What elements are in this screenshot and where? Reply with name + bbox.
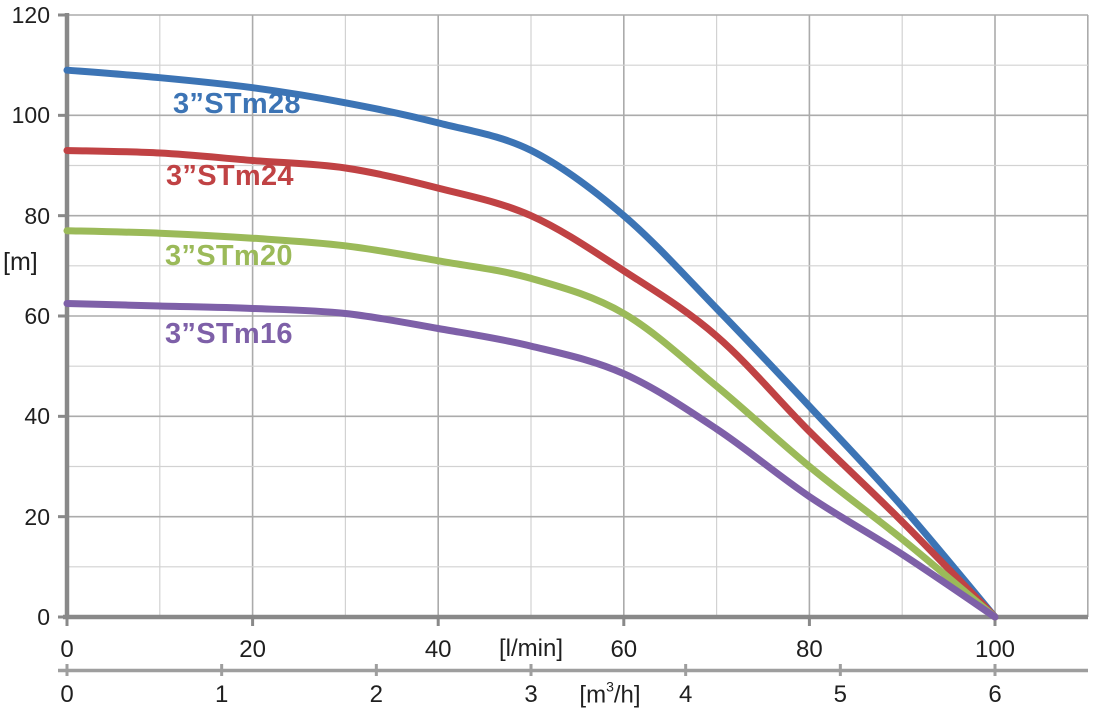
y-axis-tick-label: 60	[24, 302, 50, 329]
x-axis-secondary-tick-label: 2	[369, 681, 384, 708]
x-axis-secondary-tick-label: 5	[833, 681, 848, 708]
secondary-unit-prefix: [m	[579, 681, 607, 709]
x-axis-secondary-tick-label: 1	[214, 681, 229, 708]
x-axis-primary-tick-label: 40	[424, 636, 452, 663]
series-label-3stm24: 3”STm24	[166, 160, 294, 192]
y-axis-tick-label: 120	[11, 1, 50, 28]
y-axis-tick-label: 100	[11, 102, 50, 129]
y-axis-tick-label: 80	[24, 202, 50, 229]
x-axis-secondary-tick-label: 4	[678, 681, 693, 708]
y-axis-tick-label: 20	[24, 503, 50, 530]
series-label-3stm16: 3”STm16	[165, 318, 293, 350]
x-axis-primary-unit-label: [l/min]	[498, 635, 564, 662]
x-axis-primary-tick-label: 60	[610, 636, 638, 663]
x-axis-secondary-tick-label: 3	[524, 681, 538, 708]
x-axis-secondary-tick-label: 6	[988, 681, 1002, 708]
y-axis-unit-label: [m]	[3, 248, 38, 276]
secondary-unit-suffix: /h]	[613, 681, 641, 709]
curve-3stm28	[63, 66, 999, 621]
series-label-3stm28: 3”STm28	[173, 88, 301, 120]
secondary-unit-superscript: 3	[606, 678, 614, 695]
x-axis-primary-tick-label: 20	[239, 636, 266, 663]
x-axis-secondary-unit-label: [m3/h]	[579, 678, 641, 710]
series-label-3stm20: 3”STm20	[165, 240, 293, 272]
y-axis-tick-label: 0	[37, 604, 50, 630]
x-axis-primary-tick-label: 0	[60, 636, 74, 663]
curve-3stm16	[63, 299, 999, 621]
y-axis-tick-label: 40	[24, 403, 50, 430]
x-axis-secondary-tick-label: 0	[60, 681, 74, 708]
x-axis-primary-tick-label: 100	[974, 636, 1016, 663]
curve-3stm20	[63, 227, 999, 621]
curve-3stm24	[63, 146, 999, 621]
x-axis-primary-tick-label: 80	[796, 636, 823, 663]
